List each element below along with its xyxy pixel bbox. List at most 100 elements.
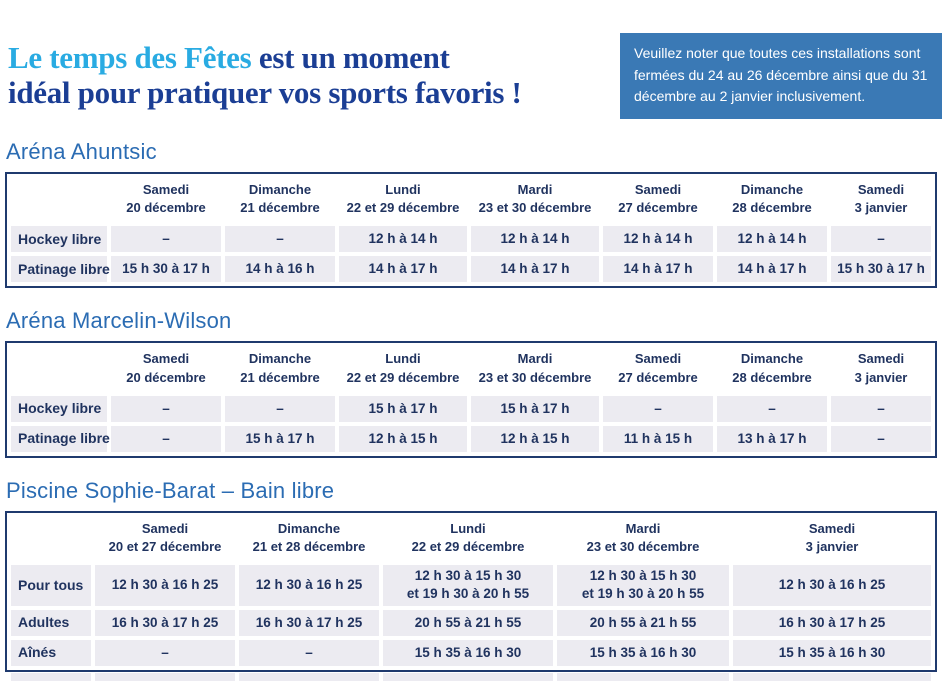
schedule-cell: 12 h 30 à 16 h 25 (239, 565, 379, 606)
schedule-cell: – (831, 395, 931, 422)
table-row: Hockey libre – –12 h à 14 h 12 h à 14 h 12 h… (11, 226, 931, 253)
schedule-cell: 12 h à 14 h (339, 226, 467, 253)
column-header: Lundi 22 et 29 décembre (339, 347, 467, 392)
schedule-cell: – (717, 395, 827, 422)
schedule-cell: 12 h 30 à 15 h 30 et 19 h 30 à 20 h 55 (383, 565, 553, 606)
schedule-table: Samedi 20 décembre Dimanche 21 décembre Lu… (5, 172, 937, 289)
cutoff-cell (383, 672, 553, 681)
corner-cell (11, 516, 91, 562)
column-header: Samedi 27 décembre (603, 347, 713, 392)
section-heading-piscine-sophie-barat: Piscine Sophie-Barat – Bain libre (6, 477, 335, 503)
schedule-cell: 15 h 35 à 16 h 30 (383, 639, 553, 666)
row-label: Hockey libre (11, 395, 107, 422)
column-header: Samedi 20 décembre (111, 347, 221, 392)
schedule-cell: – (225, 226, 335, 253)
table-row: Adultes 16 h 30 à 17 h 25 16 h 30 à 17 h 2… (11, 609, 931, 636)
header-row: Samedi 20 et 27 décembre Dimanche 21 et 2… (11, 516, 931, 562)
schedule-cell: 12 h à 14 h (717, 226, 827, 253)
column-header: Mardi 23 et 30 décembre (471, 178, 599, 223)
row-label: Pour tous (11, 565, 91, 606)
column-header: Dimanche 28 décembre (717, 178, 827, 223)
schedule-cell: 16 h 30 à 17 h 25 (733, 609, 931, 636)
schedule-cell: 14 h à 17 h (339, 256, 467, 283)
schedule-cell: 14 h à 17 h (717, 256, 827, 283)
schedule-cell: 12 h à 15 h (471, 425, 599, 452)
column-header: Mardi 23 et 30 décembre (471, 347, 599, 392)
section-heading-arena-ahuntsic: Aréna Ahuntsic (6, 139, 157, 165)
section-heading-arena-marcelin-wilson: Aréna Marcelin-Wilson (6, 308, 232, 334)
schedule-cell: 13 h à 17 h (717, 425, 827, 452)
row-label: Hockey libre (11, 226, 107, 253)
page-title-line2: idéal pour pratiquer vos sports favoris … (8, 75, 522, 111)
table-row: Pour tous 12 h 30 à 16 h 25 12 h 30 à 16 h… (11, 565, 931, 606)
page-title: Le temps des Fêtes est un moment idéal p… (8, 33, 620, 110)
schedule-cell: – (603, 395, 713, 422)
header-row: Samedi 20 décembre Dimanche 21 décembre Lu… (11, 178, 931, 223)
schedule-table: Samedi 20 décembre Dimanche 21 décembre Lu… (5, 341, 937, 458)
table-row: Hockey libre – –15 h à 17 h 15 h à 17 h – – – (11, 395, 931, 422)
schedule-cell: – (95, 639, 235, 666)
schedule-cell: 15 h 35 à 16 h 30 (733, 639, 931, 666)
schedule-cell: 15 h à 17 h (471, 395, 599, 422)
row-label: Patinage libre (11, 256, 110, 283)
schedule-cell: 12 h 30 à 15 h 30 et 19 h 30 à 20 h 55 (557, 565, 729, 606)
column-header: Samedi 3 janvier (831, 347, 931, 392)
column-header: Lundi 22 et 29 décembre (383, 516, 553, 562)
cutoff-cell (557, 672, 729, 681)
schedule-cell: 15 h à 17 h (339, 395, 467, 422)
cutoff-cell (239, 672, 379, 681)
column-header: Lundi 22 et 29 décembre (339, 178, 467, 223)
cutoff-partial-row (11, 672, 942, 681)
column-header: Samedi 27 décembre (603, 178, 713, 223)
schedule-cell: – (111, 395, 221, 422)
cutoff-cell (95, 672, 235, 681)
cutoff-cell (11, 672, 91, 681)
column-header: Samedi 20 décembre (111, 178, 221, 223)
table-row: Patinage libre –15 h à 17 h 12 h à 15 h 12 … (11, 425, 931, 452)
schedule-cell: 16 h 30 à 17 h 25 (239, 609, 379, 636)
schedule-cell: 14 h à 17 h (603, 256, 713, 283)
schedule-table-piscine-sophie-barat: Samedi 20 et 27 décembre Dimanche 21 et 2… (0, 510, 942, 672)
schedule-cell: – (831, 226, 931, 253)
header-row: Samedi 20 décembre Dimanche 21 décembre Lu… (11, 347, 931, 392)
schedule-table-arena-ahuntsic: Samedi 20 décembre Dimanche 21 décembre Lu… (0, 172, 942, 289)
schedule-cell: 15 h 30 à 17 h (111, 256, 221, 283)
schedule-cell: 16 h 30 à 17 h 25 (95, 609, 235, 636)
schedule-cell: 11 h à 15 h (603, 425, 713, 452)
schedule-cell: 12 h 30 à 16 h 25 (95, 565, 235, 606)
schedule-cell: 12 h à 14 h (603, 226, 713, 253)
schedule-cell: 20 h 55 à 21 h 55 (557, 609, 729, 636)
schedule-cell: 12 h à 15 h (339, 425, 467, 452)
page-header: Le temps des Fêtes est un moment idéal p… (0, 0, 942, 120)
schedule-table-arena-marcelin-wilson: Samedi 20 décembre Dimanche 21 décembre Lu… (0, 341, 942, 458)
row-label: Patinage libre (11, 425, 110, 452)
schedule-cell: – (111, 226, 221, 253)
closure-notice-box: Veuillez noter que toutes ces installati… (620, 33, 942, 120)
column-header: Mardi 23 et 30 décembre (557, 516, 729, 562)
schedule-cell: 15 h 30 à 17 h (831, 256, 931, 283)
row-label: Aînés (11, 639, 91, 666)
schedule-cell: – (239, 639, 379, 666)
page-title-highlight: Le temps des Fêtes (8, 40, 252, 75)
column-header: Dimanche 21 décembre (225, 178, 335, 223)
table-row: Aînés – –15 h 35 à 16 h 30 15 h 35 à 16 h 3… (11, 639, 931, 666)
column-header: Samedi 3 janvier (831, 178, 931, 223)
cutoff-cell (733, 672, 931, 681)
schedule-table: Samedi 20 et 27 décembre Dimanche 21 et 2… (5, 510, 937, 672)
schedule-cell: 12 h à 14 h (471, 226, 599, 253)
column-header: Samedi 20 et 27 décembre (95, 516, 235, 562)
page-title-rest: est un moment (251, 40, 450, 75)
schedule-cell: 15 h 35 à 16 h 30 (557, 639, 729, 666)
column-header: Dimanche 21 et 28 décembre (239, 516, 379, 562)
schedule-cell: 14 h à 17 h (471, 256, 599, 283)
corner-cell (11, 347, 107, 392)
corner-cell (11, 178, 107, 223)
column-header: Dimanche 21 décembre (225, 347, 335, 392)
schedule-cell: 12 h 30 à 16 h 25 (733, 565, 931, 606)
row-label: Adultes (11, 609, 91, 636)
schedule-cell: 15 h à 17 h (225, 425, 335, 452)
column-header: Dimanche 28 décembre (717, 347, 827, 392)
schedule-cell: – (225, 395, 335, 422)
